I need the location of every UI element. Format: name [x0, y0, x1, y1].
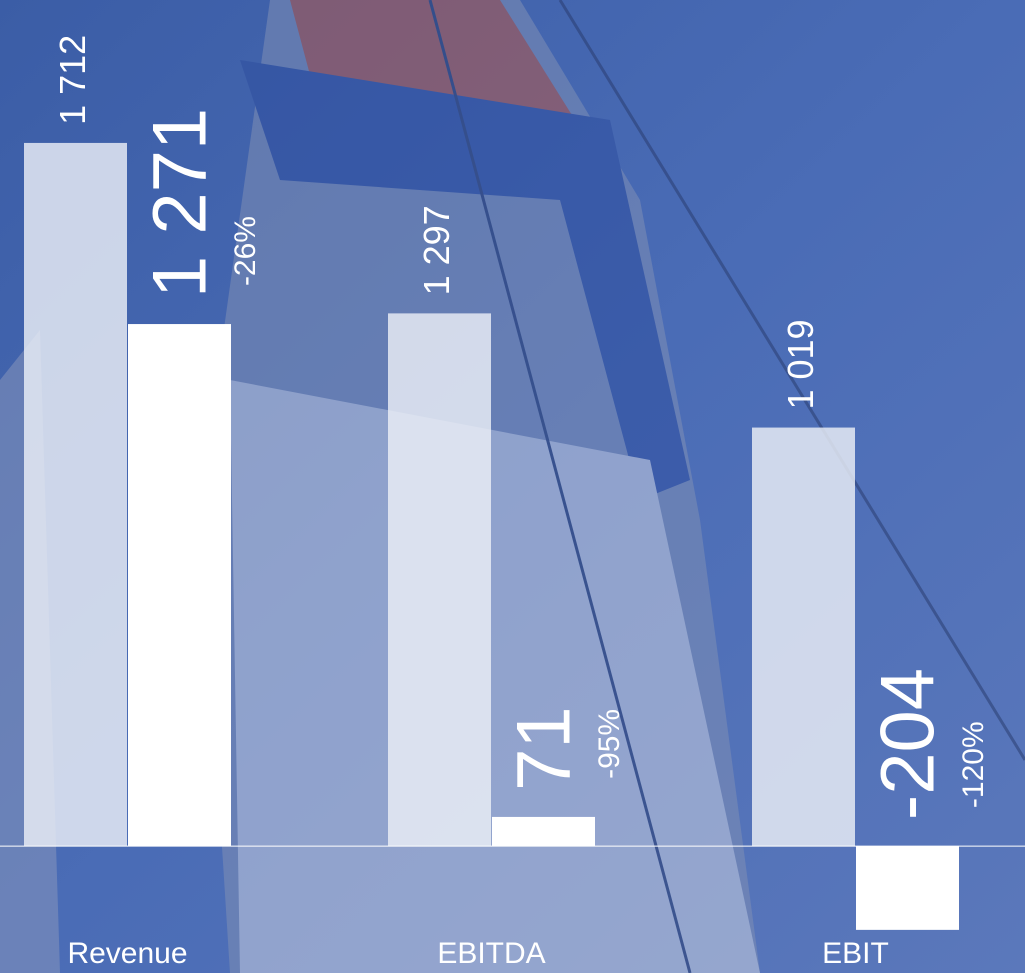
- x-tick-label: EBIT: [822, 937, 889, 970]
- plot-area: 1 712 1 271 -26% Revenue 1 297 71 -95% EBITDA 1 …: [0, 35, 1025, 970]
- bar: [856, 846, 959, 930]
- value-label: 1 297: [416, 205, 457, 295]
- value-label: 1 019: [780, 319, 821, 409]
- bar: [752, 427, 855, 847]
- bar: [388, 313, 491, 847]
- value-label: 1 712: [52, 35, 93, 125]
- bar: [492, 816, 595, 847]
- value-label: 71: [502, 706, 587, 791]
- bar: [128, 324, 231, 847]
- change-label: -95%: [593, 709, 626, 779]
- change-label: -120%: [957, 721, 990, 808]
- change-label: -26%: [229, 216, 262, 286]
- x-tick-label: Revenue: [67, 937, 187, 970]
- bar: [24, 142, 127, 847]
- x-tick-label: EBITDA: [437, 937, 545, 970]
- value-label: -204: [866, 668, 951, 820]
- value-label: 1 271: [138, 108, 223, 298]
